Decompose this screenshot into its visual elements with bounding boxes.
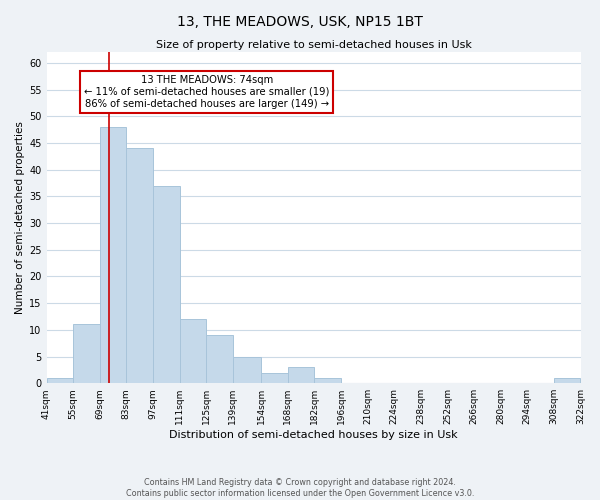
Text: 13, THE MEADOWS, USK, NP15 1BT: 13, THE MEADOWS, USK, NP15 1BT [177,15,423,29]
Text: 13 THE MEADOWS: 74sqm
← 11% of semi-detached houses are smaller (19)
86% of semi: 13 THE MEADOWS: 74sqm ← 11% of semi-deta… [84,76,329,108]
Text: Contains HM Land Registry data © Crown copyright and database right 2024.
Contai: Contains HM Land Registry data © Crown c… [126,478,474,498]
Bar [233,356,261,383]
Bar [554,378,580,383]
Bar [288,367,314,383]
Y-axis label: Number of semi-detached properties: Number of semi-detached properties [15,121,25,314]
Bar [153,186,179,383]
X-axis label: Distribution of semi-detached houses by size in Usk: Distribution of semi-detached houses by … [169,430,458,440]
Title: Size of property relative to semi-detached houses in Usk: Size of property relative to semi-detach… [155,40,472,50]
Bar [314,378,341,383]
Bar [100,127,127,383]
Bar [261,372,288,383]
Bar [206,335,233,383]
Bar [179,319,206,383]
Bar [47,378,73,383]
Bar [127,148,153,383]
Bar [73,324,100,383]
